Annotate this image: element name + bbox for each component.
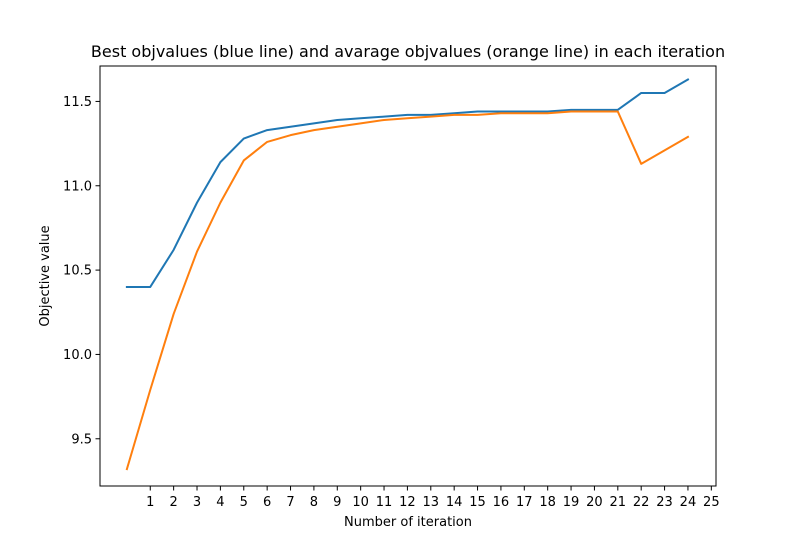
x-tick-label: 9	[333, 495, 341, 510]
x-tick-label: 17	[516, 495, 533, 510]
x-tick-label: 22	[633, 495, 650, 510]
x-tick-label: 25	[703, 495, 720, 510]
x-tick-label: 1	[146, 495, 154, 510]
x-tick-label: 4	[216, 495, 224, 510]
x-tick-label: 12	[399, 495, 416, 510]
y-tick-label: 10.0	[63, 348, 92, 363]
x-tick-label: 24	[680, 495, 697, 510]
x-tick-label: 10	[352, 495, 369, 510]
x-tick-label: 2	[169, 495, 177, 510]
x-tick-label: 19	[563, 495, 580, 510]
plot-frame	[99, 65, 717, 487]
x-tick-label: 7	[286, 495, 294, 510]
x-tick-label: 6	[263, 495, 271, 510]
x-axis-label: Number of iteration	[344, 515, 472, 530]
x-tick-label: 23	[656, 495, 673, 510]
series-line-1	[125, 78, 690, 288]
y-axis-label: Objective value	[38, 225, 53, 326]
x-tick-label: 16	[493, 495, 510, 510]
chart-title: Best objvalues (blue line) and avarage o…	[91, 42, 725, 61]
x-tick-label: 5	[240, 495, 248, 510]
x-tick-label: 18	[539, 495, 556, 510]
x-tick-label: 3	[193, 495, 201, 510]
y-tick-label: 10.5	[63, 264, 92, 279]
x-tick-label: 15	[469, 495, 486, 510]
y-tick-label: 9.5	[71, 432, 92, 447]
series-line-2	[125, 110, 690, 471]
x-tick-label: 21	[610, 495, 627, 510]
y-tick-label: 11.5	[63, 95, 92, 110]
plot-area: 1 2 3 4 5 6 7 8 9 10 11 12 13 14 15 16 17 18 19 20 21 22 23 24 2…	[63, 65, 720, 510]
x-tick-label: 20	[586, 495, 603, 510]
x-tick-label: 11	[376, 495, 393, 510]
y-tick-label: 11.0	[63, 179, 92, 194]
x-tick-label: 13	[423, 495, 440, 510]
x-tick-label: 14	[446, 495, 463, 510]
x-tick-label: 8	[310, 495, 318, 510]
